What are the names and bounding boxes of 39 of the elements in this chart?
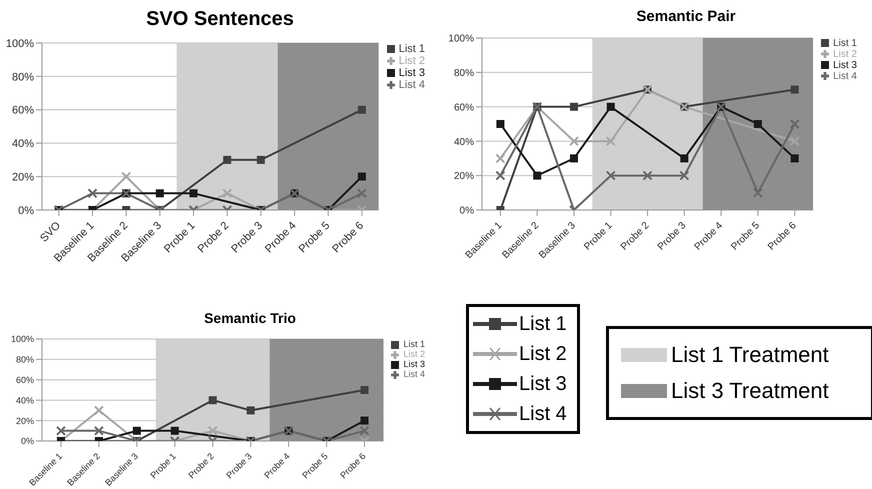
legend-label: List 2: [403, 349, 425, 359]
text: List 3: [519, 372, 567, 396]
chart-title: Semantic Trio: [203, 309, 297, 328]
legend-label: List 3: [833, 60, 857, 71]
y-tick-label: 60%: [12, 104, 34, 117]
y-tick-label: 0%: [460, 206, 474, 217]
legend-label: List 3: [398, 67, 425, 79]
legend-label: List 1: [398, 43, 425, 55]
y-tick-label: 100%: [10, 334, 34, 344]
y-tick-label: 100%: [6, 38, 34, 50]
y-tick-label: 60%: [16, 374, 34, 385]
legend-label: List 1: [833, 38, 857, 49]
text: List 3 Treatment: [671, 378, 829, 404]
y-tick-label: 60%: [454, 102, 474, 114]
legend-label: List 4: [398, 79, 425, 91]
y-tick-label: 40%: [454, 136, 474, 148]
legend-label: List 4: [833, 71, 857, 82]
legend-label: List 2: [833, 49, 857, 60]
text: List 2: [519, 342, 567, 366]
text: List 4: [519, 402, 567, 426]
y-tick-label: 80%: [12, 71, 34, 84]
chart-title: Semantic Pair: [635, 7, 737, 27]
y-tick-label: 40%: [16, 395, 34, 406]
y-tick-label: 0%: [20, 436, 34, 446]
y-tick-label: 0%: [18, 204, 34, 217]
legend-label: List 2: [398, 55, 425, 67]
y-tick-label: 40%: [12, 138, 34, 150]
text: List 1: [519, 312, 567, 336]
y-tick-label: 20%: [12, 172, 34, 184]
chart-title: SVO Sentences: [145, 7, 295, 32]
legend-label: List 1: [403, 339, 425, 349]
y-tick-label: 20%: [454, 171, 474, 182]
text: List 1 Treatment: [671, 342, 829, 368]
legend-label: List 3: [403, 359, 425, 369]
y-tick-label: 80%: [454, 68, 474, 79]
y-tick-label: 100%: [448, 34, 474, 45]
y-tick-label: 80%: [16, 354, 34, 365]
y-tick-label: 20%: [16, 416, 34, 426]
legend-label: List 4: [403, 369, 425, 379]
